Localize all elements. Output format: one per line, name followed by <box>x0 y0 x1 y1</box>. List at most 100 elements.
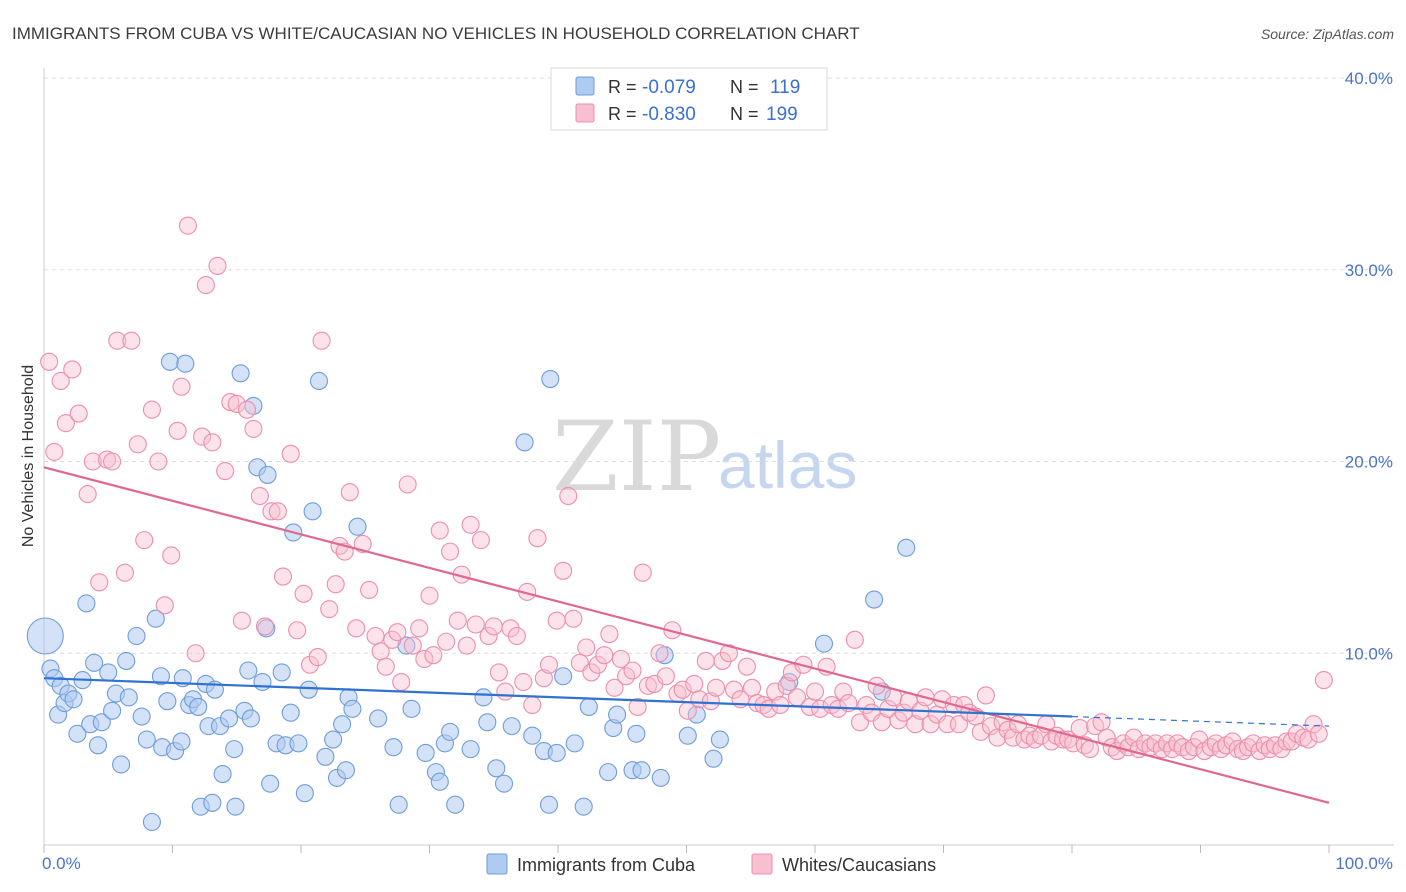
data-point-white <box>347 619 366 638</box>
data-point-cuba <box>461 740 480 759</box>
data-point-cuba <box>64 690 83 709</box>
data-point-white <box>466 615 485 634</box>
data-point-cuba <box>258 465 277 484</box>
data-point-white <box>724 680 744 699</box>
data-point-white <box>650 644 669 663</box>
data-point-cuba <box>158 692 177 711</box>
data-point-cuba <box>119 688 138 707</box>
data-point-white <box>415 649 434 669</box>
data-point-white <box>437 632 456 651</box>
data-point-white <box>457 636 476 655</box>
data-point-white <box>850 713 870 732</box>
trend-lines <box>43 466 1330 804</box>
data-point-cuba <box>547 743 566 763</box>
data-point-white <box>227 394 246 414</box>
data-point-white <box>237 400 257 419</box>
data-point-cuba <box>554 667 573 686</box>
data-point-cuba <box>132 707 151 726</box>
data-point-white <box>168 421 187 440</box>
x-tick-label: 0.0% <box>42 854 81 873</box>
data-point-cuba <box>225 740 244 759</box>
data-point-cuba <box>299 680 318 699</box>
data-point-white <box>366 626 385 646</box>
series-whites-caucasians <box>40 216 1333 761</box>
data-point-white <box>1124 728 1143 747</box>
data-point-white <box>250 486 269 506</box>
data-point-white <box>713 651 732 670</box>
data-point-cuba <box>897 538 916 557</box>
data-point-white <box>353 534 372 554</box>
data-point-white <box>103 452 122 471</box>
data-point-white <box>410 619 429 638</box>
data-point-white <box>707 678 726 697</box>
data-point-cuba <box>441 722 460 741</box>
watermark-atlas: atlas <box>718 428 857 502</box>
data-point-white <box>719 644 738 663</box>
data-point-white <box>40 352 59 371</box>
data-point-cuba <box>272 663 291 682</box>
data-point-white <box>1244 734 1263 753</box>
data-point-cuba <box>142 812 161 832</box>
data-point-white <box>1092 713 1111 732</box>
data-point-cuba <box>579 697 598 716</box>
data-point-white <box>595 646 614 665</box>
data-point-white <box>388 623 407 642</box>
trend-line-cuba-extension <box>1071 715 1330 727</box>
data-point-white <box>611 649 631 669</box>
data-point-white <box>766 682 785 701</box>
data-point-white <box>805 682 825 701</box>
data-point-white <box>392 672 411 692</box>
data-point-cuba <box>627 724 646 743</box>
data-point-white <box>208 256 227 275</box>
data-point-cuba <box>68 724 87 743</box>
data-point-cuba <box>203 793 222 812</box>
data-point-cuba <box>574 797 593 816</box>
data-point-white <box>582 663 601 682</box>
data-point-white <box>69 404 88 423</box>
data-point-cuba <box>77 594 96 613</box>
data-point-white <box>489 663 508 682</box>
data-point-white <box>420 586 439 605</box>
data-point-white <box>262 502 281 521</box>
data-point-cuba <box>289 734 308 753</box>
data-point-white <box>281 444 300 463</box>
data-point-white <box>656 667 675 686</box>
data-point-white <box>547 611 566 630</box>
data-point-white <box>507 626 526 646</box>
chart-source: Source: ZipAtlas.com <box>1261 26 1394 42</box>
data-point-white <box>326 575 345 594</box>
legend-swatch-white <box>575 103 595 123</box>
data-point-cuba <box>678 726 697 745</box>
data-point-white <box>570 653 589 672</box>
data-point-cuba <box>446 795 465 814</box>
data-point-cuba <box>348 517 367 536</box>
data-point-cuba <box>599 763 618 782</box>
data-point-cuba <box>151 667 170 686</box>
data-point-white <box>142 400 161 419</box>
data-point-cuba <box>253 672 272 692</box>
data-point-white <box>172 377 191 396</box>
data-point-cuba <box>189 697 208 716</box>
data-point-white <box>981 717 1001 736</box>
data-point-white <box>149 452 168 471</box>
data-point-white <box>196 276 215 295</box>
stats-legend-box <box>550 67 828 131</box>
data-point-white <box>514 672 533 692</box>
data-point-white <box>461 515 480 534</box>
data-point-cuba <box>502 717 521 736</box>
data-point-white <box>737 657 756 676</box>
data-point-white <box>63 360 82 379</box>
data-point-white <box>78 485 97 504</box>
x-tick-labels: 0.0% 100.0% <box>42 854 1393 873</box>
data-point-white <box>424 646 443 665</box>
legend-r-label-cuba: R = <box>608 77 637 97</box>
data-point-white <box>971 722 990 741</box>
data-point-white <box>430 521 449 540</box>
data-point-cuba <box>402 699 421 718</box>
data-point-white <box>496 682 515 701</box>
data-point-white <box>1080 740 1100 759</box>
data-point-cuba <box>295 784 314 803</box>
data-point-white <box>1304 715 1323 734</box>
data-point-white <box>1309 724 1328 743</box>
data-point-cuba <box>416 743 435 763</box>
